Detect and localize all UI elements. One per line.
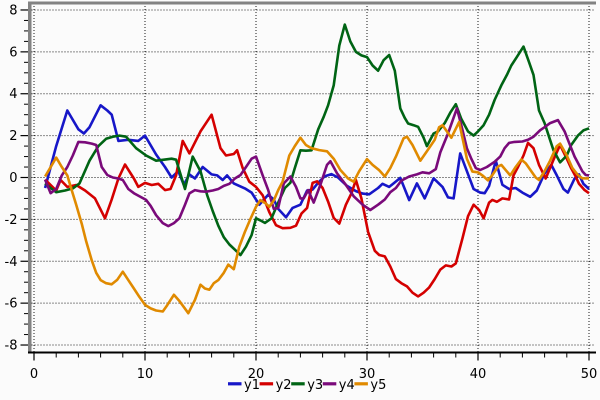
legend-swatch-y5 [354,382,368,386]
series-line-y5 [43,120,590,315]
legend-swatch-y3 [291,382,305,386]
x-tick-label: 30 [359,367,376,382]
x-tick-label: 10 [137,367,154,382]
series-line-y4 [43,107,590,228]
series-line-y2 [44,113,590,298]
series-line-y3 [44,23,590,257]
y-tick-label: 8 [9,3,17,18]
y-tick-label: -8 [5,339,18,354]
x-axis-line [28,351,596,354]
x-tick-label: 0 [30,367,38,382]
y-tick-label: 6 [9,45,17,60]
y-tick-label: -6 [5,297,18,312]
y-tick-label: 2 [9,129,17,144]
legend-swatch-y2 [259,382,274,386]
legend-swatch-y1 [228,382,242,386]
legend-label-y3: y3 [307,378,323,393]
y-tick-label: 0 [9,171,17,186]
y-tick-label: -4 [5,255,18,270]
legend-label-y2: y2 [276,378,292,393]
frame-left [28,1,32,352]
legend-label-y5: y5 [370,378,386,393]
series-line-y1 [43,104,590,219]
frame-top [28,1,596,5]
y-tick-label: -2 [5,213,18,228]
x-tick-label: 50 [581,367,598,382]
x-tick-label: 40 [470,367,487,382]
x-tick-label: 20 [248,367,265,382]
y-tick-label: 4 [9,87,17,102]
legend-label-y1: y1 [244,378,260,393]
legend-label-y4: y4 [339,378,355,393]
legend-swatch-y4 [322,382,337,386]
